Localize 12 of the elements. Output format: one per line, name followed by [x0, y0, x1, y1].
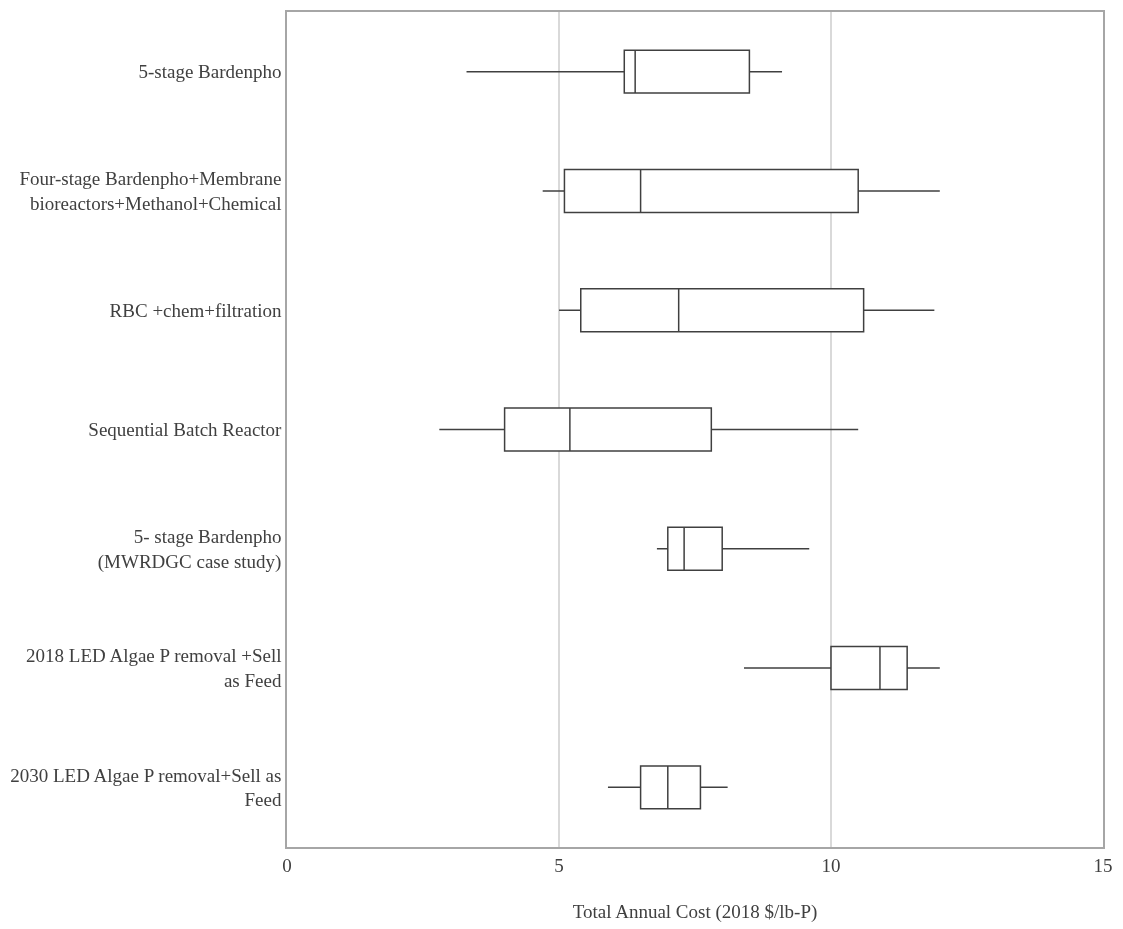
x-tick-label: 15: [1093, 854, 1113, 876]
y-tick-label: 2030 LED Algae P removal+Sell as Feed: [10, 764, 282, 811]
y-tick-label: 5- stage Bardenpho (MWRDGC case study): [97, 526, 282, 573]
x-tick-label: 0: [282, 854, 292, 876]
y-tick-label: Sequential Batch Reactor: [88, 419, 283, 441]
y-tick-label: 2018 LED Algae P removal +Sell as Feed: [26, 645, 282, 692]
y-tick-label: 5-stage Bardenpho: [138, 61, 282, 83]
y-tick-label: Four-stage Bardenpho+Membrane bioreactors+Methanol+Chemical: [19, 168, 282, 214]
x-axis-title: Total Annual Cost (2018 $/lb-P): [572, 900, 818, 923]
x-tick-label: 5: [554, 854, 564, 876]
x-tick-label: 10: [821, 854, 841, 876]
y-tick-label: RBC +chem+filtration: [109, 299, 282, 321]
